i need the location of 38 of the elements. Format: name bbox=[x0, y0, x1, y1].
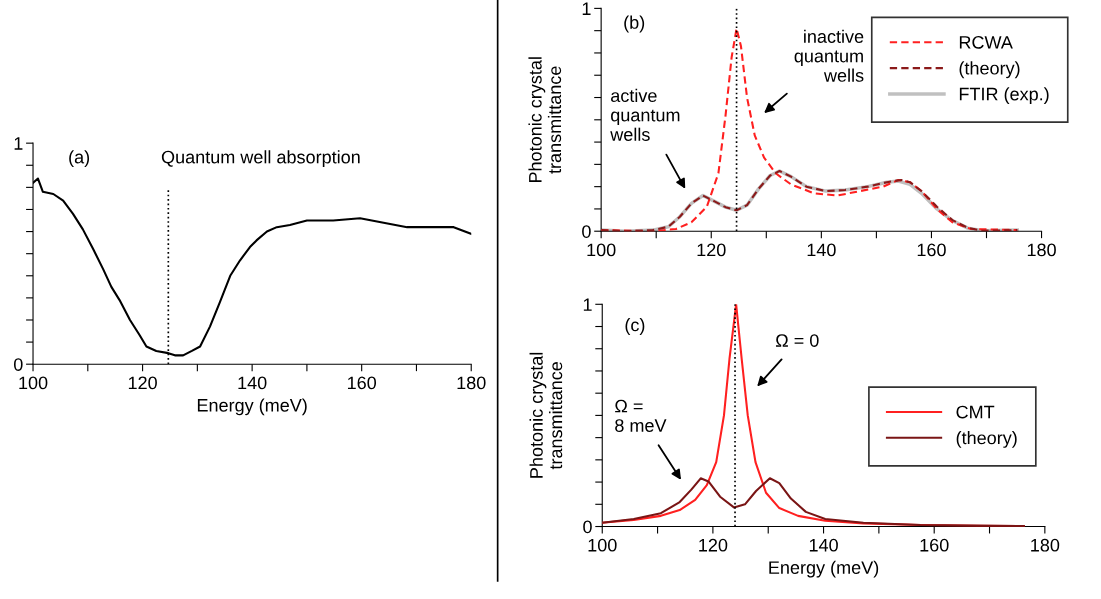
legend-label: (theory) bbox=[959, 61, 1020, 79]
y-axis-title: Photonic crystal transmittance bbox=[529, 352, 563, 478]
annotation: inactive quantum wells bbox=[794, 29, 864, 82]
annotation: Quantum well absorption bbox=[161, 150, 360, 168]
annotation: (b) bbox=[624, 15, 645, 33]
x-tick-label: 180 bbox=[1031, 538, 1060, 552]
x-tick-label: 120 bbox=[128, 376, 157, 390]
x-tick-label: 140 bbox=[238, 376, 267, 390]
x-axis-title: Energy (meV) bbox=[769, 560, 879, 578]
x-tick-label: 180 bbox=[1027, 243, 1056, 257]
annotation: (a) bbox=[69, 150, 90, 168]
x-tick-label: 120 bbox=[699, 538, 728, 552]
x-axis-title: Energy (meV) bbox=[197, 398, 307, 416]
y-axis-title: Photonic crystal transmittance bbox=[528, 57, 562, 183]
legend-label: FTIR (exp.) bbox=[959, 87, 1049, 105]
legend-label: (theory) bbox=[956, 431, 1017, 448]
x-tick-label: 100 bbox=[587, 243, 616, 257]
annotation: active quantum wells bbox=[610, 88, 680, 141]
y-tick-label: 0 bbox=[13, 358, 23, 371]
y-tick-label: 1 bbox=[14, 137, 23, 150]
x-tick-label: 160 bbox=[917, 243, 946, 257]
x-tick-label: 140 bbox=[807, 243, 836, 257]
annotation: Ω = 8 meV bbox=[615, 399, 667, 432]
y-tick-label: 1 bbox=[583, 298, 592, 311]
legend-label: CMT bbox=[956, 405, 995, 419]
x-tick-label: 140 bbox=[809, 538, 838, 552]
x-tick-label: 120 bbox=[697, 243, 726, 257]
annotation: (c) bbox=[625, 318, 645, 335]
y-tick-label: 0 bbox=[583, 520, 592, 534]
legend-label: RCWA bbox=[959, 35, 1013, 49]
y-tick-label: 0 bbox=[582, 225, 591, 238]
y-tick-label: 1 bbox=[582, 2, 591, 15]
x-tick-label: 180 bbox=[457, 376, 486, 390]
annotation: Ω = 0 bbox=[775, 334, 819, 347]
x-tick-label: 160 bbox=[920, 538, 949, 552]
x-tick-label: 100 bbox=[19, 376, 48, 390]
x-tick-label: 160 bbox=[347, 376, 377, 390]
x-tick-label: 100 bbox=[588, 538, 617, 552]
